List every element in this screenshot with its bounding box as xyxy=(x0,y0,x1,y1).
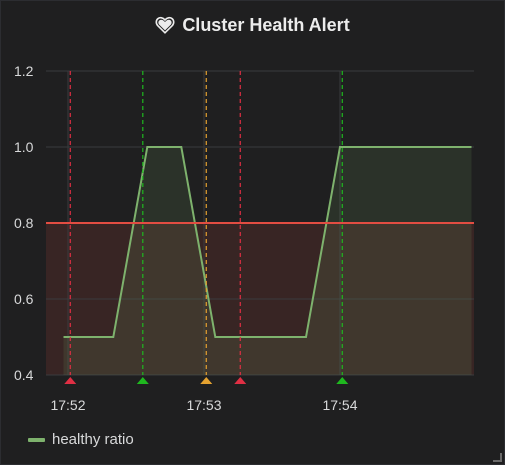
annotation-marker-ok xyxy=(136,377,149,384)
x-tick-label: 17:54 xyxy=(322,397,357,413)
legend-label[interactable]: healthy ratio xyxy=(52,431,134,448)
resize-handle[interactable] xyxy=(493,453,502,462)
series-area xyxy=(63,147,472,375)
series-line xyxy=(63,146,472,338)
panel-title: Cluster Health Alert xyxy=(182,14,350,35)
annotation-marker-alerting xyxy=(234,377,247,384)
heart-icon xyxy=(155,16,175,34)
y-tick-label: 0.8 xyxy=(14,215,34,231)
y-tick-label: 1.2 xyxy=(14,63,34,79)
chart: 0.4 0.6 0.8 1.0 1.2 17:52 17:53 17:54 xyxy=(14,63,474,413)
panel-header[interactable]: Cluster Health Alert xyxy=(0,12,505,38)
annotation-marker-pending xyxy=(200,377,213,384)
y-tick-label: 0.6 xyxy=(14,291,34,307)
x-tick-label: 17:53 xyxy=(186,397,221,413)
legend[interactable]: healthy ratio xyxy=(28,431,134,448)
y-tick-label: 1.0 xyxy=(14,139,34,155)
annotation-marker-ok xyxy=(336,377,349,384)
legend-swatch xyxy=(28,437,45,442)
x-tick-label: 17:52 xyxy=(50,397,85,413)
annotation-marker-alerting xyxy=(64,377,77,384)
y-tick-label: 0.4 xyxy=(14,367,34,383)
